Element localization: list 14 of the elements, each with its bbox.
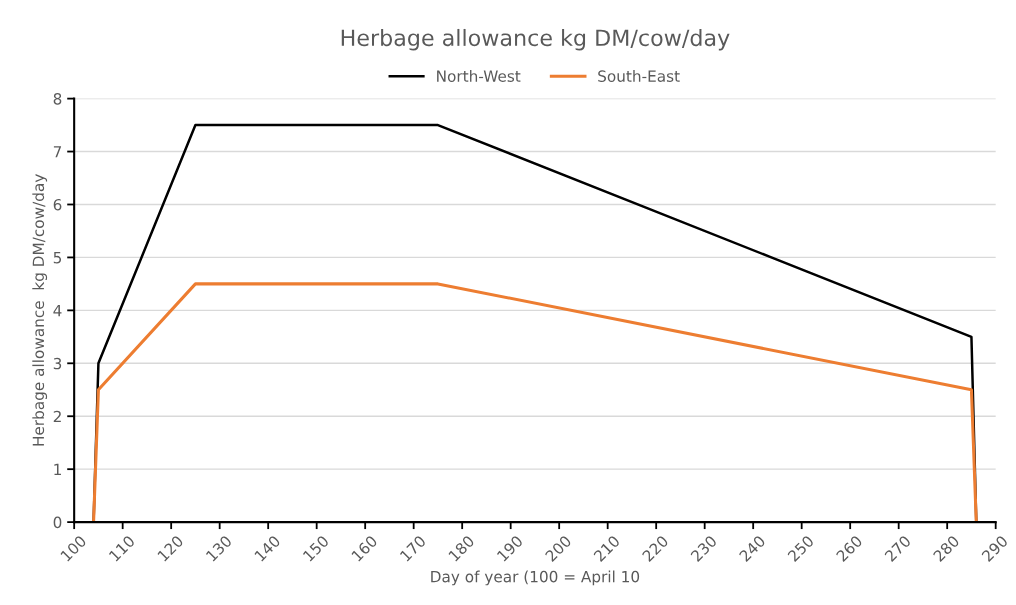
y-tick-label: 6	[53, 198, 62, 211]
y-tick-label: 3	[53, 357, 62, 370]
y-tick-label: 1	[54, 463, 61, 475]
y-tick-label: 4	[53, 305, 62, 317]
y-tick-label: 2	[53, 410, 61, 423]
x-axis-title: Day of year (100 = April 10	[431, 570, 640, 586]
y-axis-title: Herbage allowance kg DM/cow/day	[32, 174, 48, 446]
y-tick-label: 7	[53, 146, 62, 158]
legend-label: North-West	[437, 70, 521, 82]
legend-label: South-East	[598, 70, 680, 82]
chart-title: Herbage allowance kg DM/cow/day	[341, 28, 730, 51]
y-tick-label: 5	[53, 252, 62, 264]
y-tick-label: 0	[53, 516, 62, 529]
y-tick-label: 8	[53, 93, 62, 105]
